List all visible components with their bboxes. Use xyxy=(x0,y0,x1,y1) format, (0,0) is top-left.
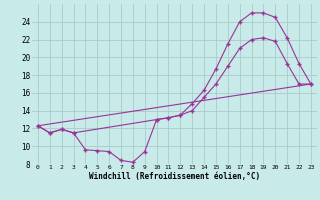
X-axis label: Windchill (Refroidissement éolien,°C): Windchill (Refroidissement éolien,°C) xyxy=(89,172,260,181)
